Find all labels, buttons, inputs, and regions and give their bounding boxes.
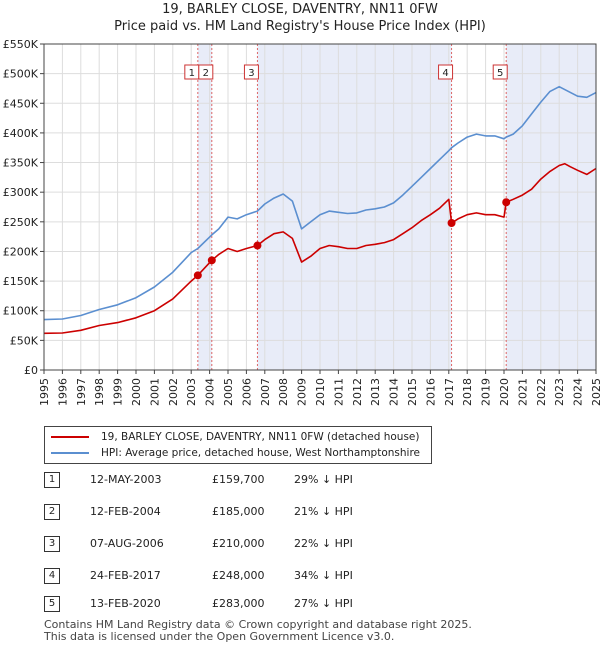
legend-swatch-blue [51, 452, 89, 454]
y-tick-label: £100K [3, 305, 39, 318]
y-tick-label: £150K [3, 275, 39, 288]
x-tick-label: 2001 [148, 378, 161, 406]
sale-point [447, 219, 456, 228]
sale-number: 3 [44, 536, 60, 552]
x-tick-label: 2010 [314, 378, 327, 406]
sale-price: £210,000 [212, 537, 265, 550]
y-tick-label: £500K [3, 68, 39, 81]
x-tick-label: 2013 [369, 378, 382, 406]
shaded-ownership-period [197, 44, 212, 370]
x-tick-label: 2009 [296, 378, 309, 406]
sale-marker-number: 2 [203, 68, 209, 79]
plot-border [43, 43, 597, 371]
footer-license: This data is licensed under the Open Gov… [44, 630, 395, 643]
x-tick-label: 1997 [75, 378, 88, 406]
x-tick-label: 1998 [93, 378, 106, 406]
legend-item-hpi: HPI: Average price, detached house, West… [51, 445, 420, 461]
x-tick-label: 2021 [516, 378, 529, 406]
footer-copyright: Contains HM Land Registry data © Crown c… [44, 618, 472, 631]
sale-marker-box [438, 64, 454, 80]
x-tick-label: 2002 [167, 378, 180, 406]
x-tick-label: 2004 [204, 378, 217, 406]
sale-price: £185,000 [212, 505, 265, 518]
x-tick-label: 2011 [332, 378, 345, 406]
x-tick-label: 2000 [130, 378, 143, 406]
sale-date: 13-FEB-2020 [90, 597, 161, 610]
y-tick-label: £300K [3, 186, 39, 199]
y-tick-label: £550K [3, 38, 39, 51]
x-tick-label: 2023 [553, 378, 566, 406]
x-tick-label: 2025 [590, 378, 600, 406]
sale-point [207, 256, 216, 265]
sale-marker-box [492, 64, 508, 80]
sale-marker-number: 1 [189, 68, 195, 79]
sale-date: 12-FEB-2004 [90, 505, 161, 518]
y-tick-label: £250K [3, 216, 39, 229]
sale-hpi-diff: 29% ↓ HPI [294, 473, 353, 486]
sale-number: 5 [44, 596, 60, 612]
x-tick-label: 2005 [222, 378, 235, 406]
sale-marker-number: 5 [497, 68, 503, 79]
sale-date: 24-FEB-2017 [90, 569, 161, 582]
y-tick-label: £200K [3, 245, 39, 258]
series-line [43, 85, 597, 321]
x-tick-label: 2006 [240, 378, 253, 406]
y-tick-label: £400K [3, 127, 39, 140]
sale-number: 2 [44, 504, 60, 520]
y-tick-label: £450K [3, 97, 39, 110]
x-tick-label: 2003 [185, 378, 198, 406]
x-tick-label: 2018 [461, 378, 474, 406]
y-tick-label: £350K [3, 157, 39, 170]
sale-point [502, 198, 511, 207]
x-tick-label: 2014 [388, 378, 401, 406]
x-tick-label: 2015 [406, 378, 419, 406]
sale-hpi-diff: 21% ↓ HPI [294, 505, 353, 518]
chart-legend: 19, BARLEY CLOSE, DAVENTRY, NN11 0FW (de… [44, 426, 432, 464]
x-tick-label: 2012 [351, 378, 364, 406]
sale-marker-box [198, 64, 214, 80]
x-tick-label: 2022 [535, 378, 548, 406]
sale-marker-number: 4 [442, 68, 448, 79]
sale-number: 4 [44, 568, 60, 584]
sale-marker-number: 3 [248, 68, 254, 79]
legend-label-hpi: HPI: Average price, detached house, West… [101, 447, 420, 459]
x-tick-label: 2007 [259, 378, 272, 406]
sale-price: £248,000 [212, 569, 265, 582]
sale-hpi-diff: 22% ↓ HPI [294, 537, 353, 550]
x-tick-label: 1995 [38, 378, 51, 406]
legend-label-property: 19, BARLEY CLOSE, DAVENTRY, NN11 0FW (de… [101, 431, 420, 443]
sale-price: £159,700 [212, 473, 265, 486]
x-tick-label: 2020 [498, 378, 511, 406]
x-tick-label: 2017 [443, 378, 456, 406]
sale-hpi-diff: 34% ↓ HPI [294, 569, 353, 582]
sale-date: 07-AUG-2006 [90, 537, 164, 550]
x-tick-label: 2024 [572, 378, 585, 406]
x-tick-label: 1999 [112, 378, 125, 406]
shaded-ownership-period [506, 44, 596, 370]
sale-hpi-diff: 27% ↓ HPI [294, 597, 353, 610]
sale-point [193, 271, 202, 280]
legend-item-property: 19, BARLEY CLOSE, DAVENTRY, NN11 0FW (de… [51, 429, 419, 445]
y-tick-label: £0 [24, 364, 38, 377]
chart-title: 19, BARLEY CLOSE, DAVENTRY, NN11 0FW [162, 2, 438, 17]
x-tick-label: 1996 [56, 378, 69, 406]
sale-price: £283,000 [212, 597, 265, 610]
sale-date: 12-MAY-2003 [90, 473, 162, 486]
x-tick-label: 2008 [277, 378, 290, 406]
x-tick-label: 2019 [480, 378, 493, 406]
x-tick-label: 2016 [424, 378, 437, 406]
chart-subtitle: Price paid vs. HM Land Registry's House … [114, 19, 486, 34]
sale-point [253, 241, 262, 250]
y-tick-label: £50K [10, 334, 39, 347]
legend-swatch-red [51, 436, 89, 438]
price-chart: £0 £50K £100K £150K £200K £250K £300K £350K £400… [3, 38, 600, 406]
sale-number: 1 [44, 472, 60, 488]
sale-marker-box [243, 64, 259, 80]
shaded-ownership-period [257, 44, 452, 370]
